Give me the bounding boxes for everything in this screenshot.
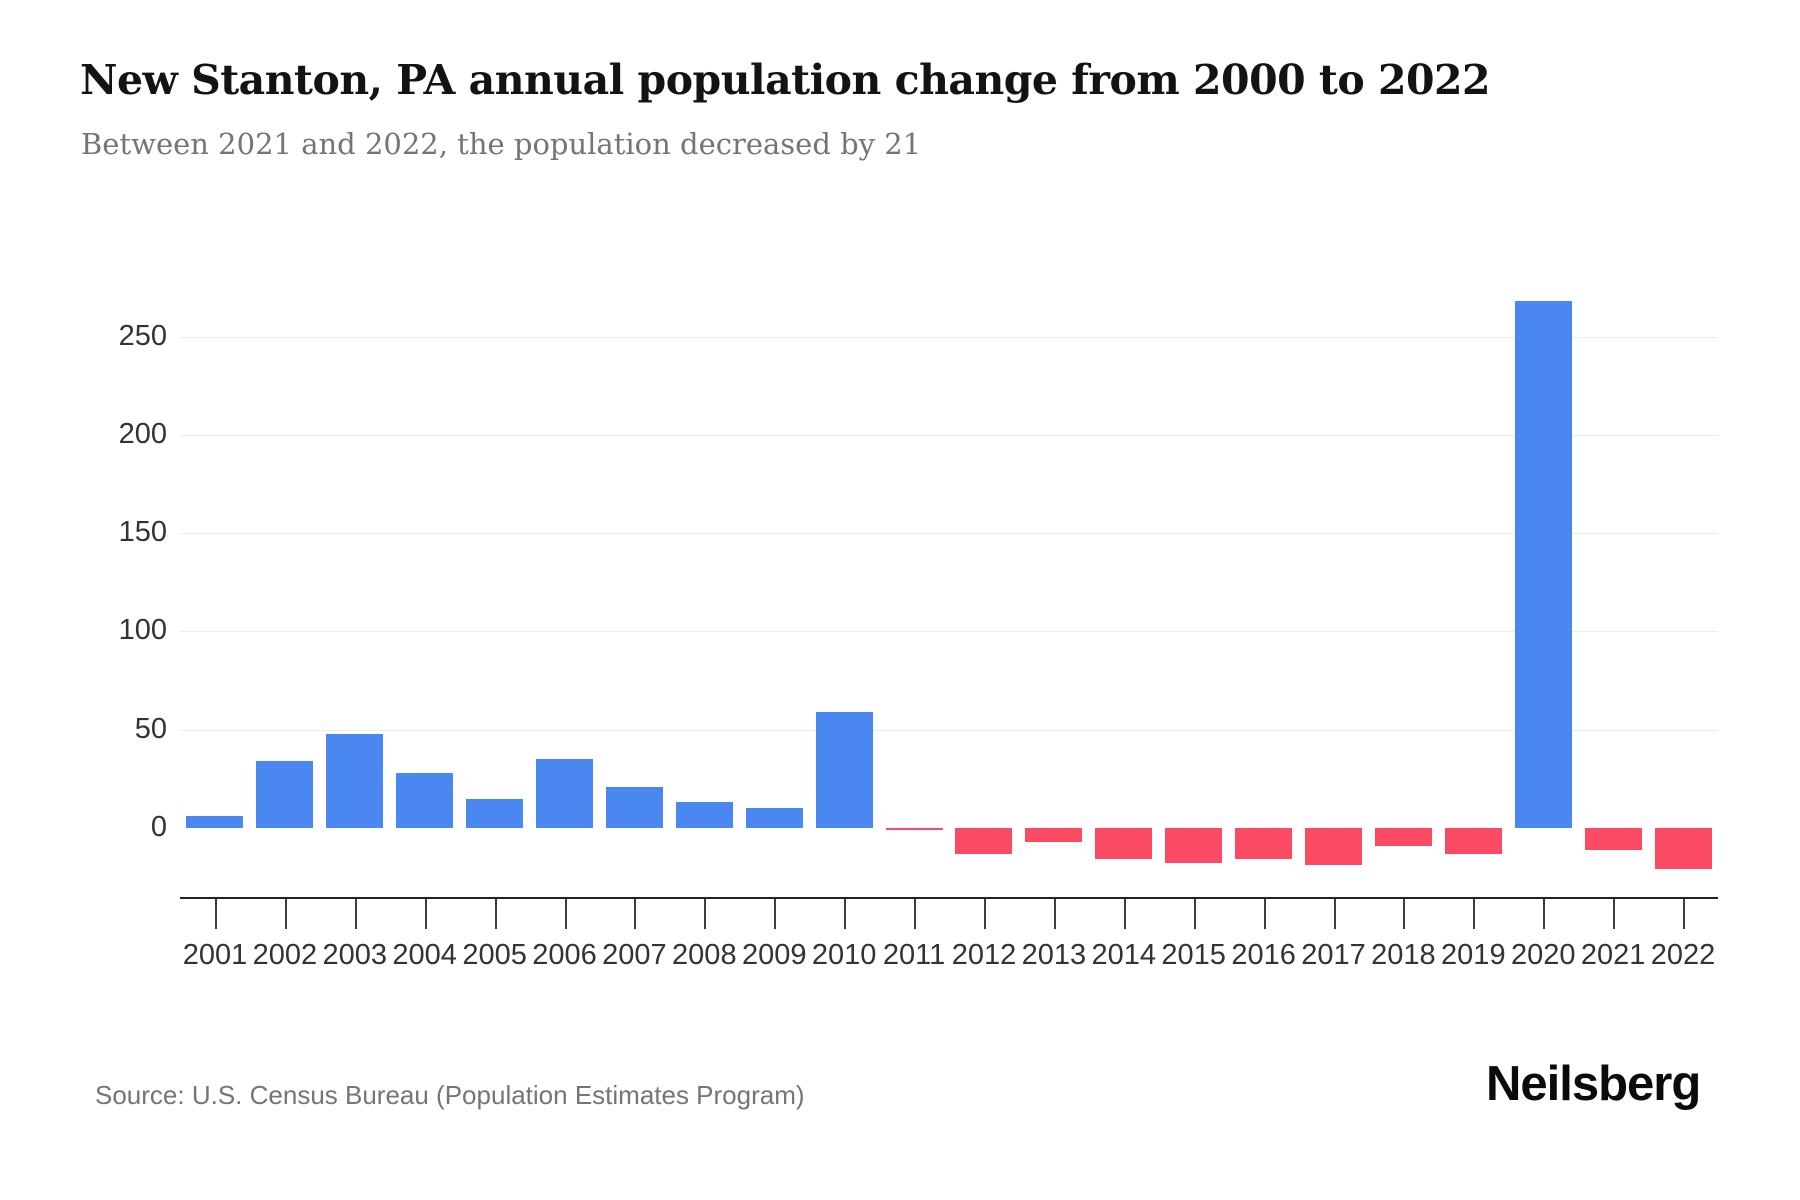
bar-2008 — [675, 802, 733, 828]
y-axis-label-100: 100 — [118, 614, 167, 647]
x-tick-2001 — [214, 899, 217, 929]
x-axis-label-2017: 2017 — [1301, 939, 1366, 971]
x-tick-2022 — [1683, 899, 1686, 929]
x-axis-label-2009: 2009 — [741, 939, 807, 971]
x-tick-2003 — [354, 899, 357, 929]
bar-2001 — [186, 816, 244, 828]
x-axis-label-2013: 2013 — [1021, 939, 1087, 971]
x-axis-label-2021: 2021 — [1580, 939, 1646, 971]
bar-2002 — [256, 761, 314, 828]
x-axis-label-2012: 2012 — [951, 939, 1017, 971]
x-tick-2007 — [634, 899, 637, 929]
bar-2004 — [396, 772, 454, 828]
x-tick-2014 — [1123, 899, 1126, 929]
x-tick-2011 — [914, 899, 917, 929]
x-axis-label-2010: 2010 — [811, 939, 877, 971]
chart-title: New Stanton, PA annual population change… — [80, 56, 1491, 104]
x-axis-label-2016: 2016 — [1231, 939, 1296, 971]
x-tick-2002 — [284, 899, 287, 929]
x-axis-label-2015: 2015 — [1161, 939, 1226, 971]
x-axis-label-2014: 2014 — [1091, 939, 1157, 971]
x-tick-2004 — [424, 899, 427, 929]
x-tick-2020 — [1543, 899, 1546, 929]
bar-2007 — [605, 786, 663, 828]
source-note: Source: U.S. Census Bureau (Population E… — [95, 1080, 805, 1110]
y-axis-label-250: 250 — [118, 319, 167, 352]
bar-2006 — [536, 759, 593, 828]
gridline-100 — [180, 631, 1718, 633]
plot-area: 0 50 100 150 200 250 2001 2002 2003 2004 2005 2006 2… — [119, 230, 1718, 971]
x-axis-label-2006: 2006 — [532, 939, 597, 971]
x-tick-2016 — [1263, 899, 1266, 929]
y-axis-label-150: 150 — [118, 515, 167, 548]
x-axis-label-2020: 2020 — [1510, 939, 1576, 971]
x-axis-label-2007: 2007 — [602, 939, 667, 971]
neilsberg-logo: Neilsberg — [1486, 1057, 1701, 1111]
x-axis-label-2022: 2022 — [1650, 939, 1716, 971]
bar-2003 — [326, 733, 384, 828]
x-tick-2019 — [1473, 899, 1476, 929]
x-axis-label-2019: 2019 — [1441, 939, 1506, 971]
bar-2016 — [1235, 828, 1293, 860]
x-tick-2006 — [564, 899, 567, 929]
gridline-200 — [180, 434, 1718, 436]
bar-2020 — [1514, 301, 1572, 828]
bar-2021 — [1584, 828, 1642, 850]
gridline-250 — [180, 336, 1718, 338]
x-axis-label-2003: 2003 — [322, 939, 388, 971]
x-tick-2005 — [494, 899, 497, 929]
bar-2005 — [466, 798, 524, 828]
x-axis-label-2002: 2002 — [252, 939, 318, 971]
x-axis-label-2018: 2018 — [1371, 939, 1436, 971]
x-axis-line — [180, 897, 1718, 899]
x-tick-2017 — [1333, 899, 1336, 929]
bar-2018 — [1374, 828, 1432, 846]
x-tick-2010 — [844, 899, 847, 929]
x-tick-2013 — [1053, 899, 1056, 929]
x-tick-2008 — [704, 899, 707, 929]
x-axis-label-2001: 2001 — [182, 939, 248, 971]
bar-2012 — [955, 828, 1013, 854]
x-tick-2009 — [774, 899, 777, 929]
y-axis-label-200: 200 — [118, 417, 167, 450]
gridline-150 — [180, 533, 1718, 535]
x-axis-label-2004: 2004 — [392, 939, 457, 971]
bar-2010 — [815, 712, 873, 828]
x-axis-label-2005: 2005 — [462, 939, 527, 971]
gridline-50 — [180, 729, 1718, 731]
bar-2013 — [1025, 828, 1083, 842]
bar-2015 — [1165, 828, 1223, 864]
bar-2011 — [885, 828, 943, 830]
x-axis-label-2011: 2011 — [882, 939, 946, 971]
x-tick-2018 — [1403, 899, 1406, 929]
bar-2019 — [1444, 828, 1502, 854]
chart-subtitle: Between 2021 and 2022, the population de… — [81, 127, 922, 161]
x-tick-2015 — [1193, 899, 1196, 929]
y-axis-label-0: 0 — [150, 810, 167, 843]
x-tick-2021 — [1613, 899, 1616, 929]
x-tick-2012 — [983, 899, 986, 929]
bar-2022 — [1654, 828, 1712, 870]
bar-2017 — [1305, 828, 1362, 866]
x-axis-label-2008: 2008 — [672, 939, 737, 971]
y-axis-label-50: 50 — [134, 712, 167, 745]
bar-2014 — [1095, 828, 1153, 860]
bar-2009 — [745, 808, 803, 828]
